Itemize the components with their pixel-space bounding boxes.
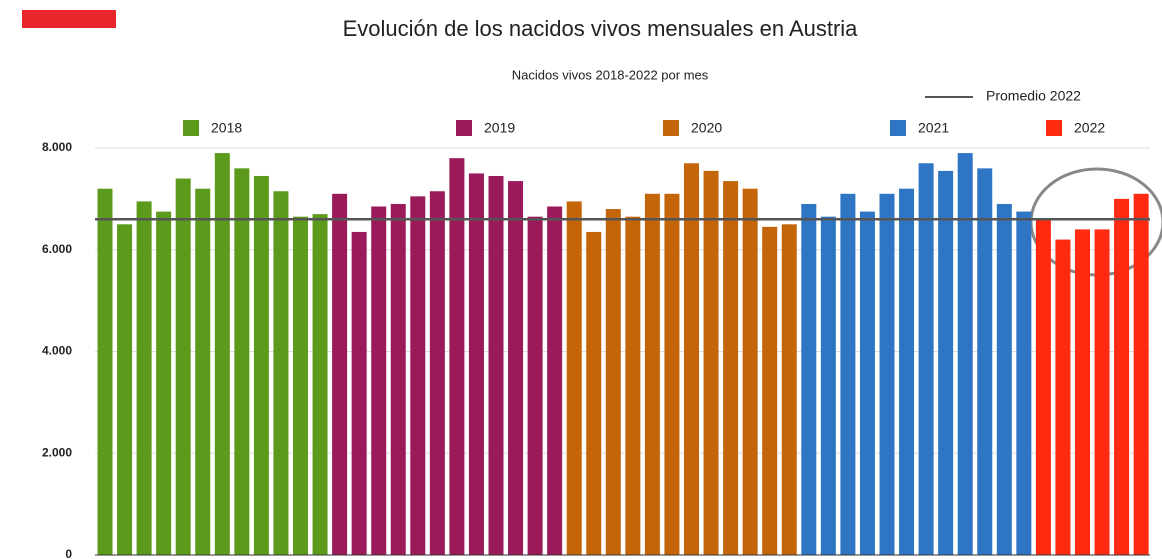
legend-label: 2022 <box>1074 120 1105 136</box>
chart-title: Evolución de los nacidos vivos mensuales… <box>343 16 859 41</box>
bar <box>97 188 113 555</box>
bar <box>273 191 289 555</box>
bar <box>664 193 680 555</box>
legend-swatch <box>1046 120 1062 136</box>
bar <box>820 216 836 555</box>
bar <box>508 181 524 555</box>
bar <box>195 188 211 555</box>
bar <box>429 191 445 555</box>
bar <box>117 224 133 555</box>
bar <box>742 188 758 555</box>
bar <box>527 216 543 555</box>
bar <box>859 211 875 555</box>
bar <box>468 173 484 555</box>
y-tick-label: 0 <box>65 547 72 559</box>
bar <box>684 163 699 555</box>
bar <box>781 224 797 555</box>
bar <box>547 206 563 555</box>
bar <box>390 203 406 555</box>
legend-swatch <box>456 120 472 136</box>
bar <box>605 209 621 556</box>
bar <box>1133 193 1149 555</box>
bar <box>234 168 250 555</box>
bar <box>1035 219 1051 555</box>
bar <box>293 216 308 555</box>
logo <box>22 10 116 28</box>
bar <box>938 170 954 556</box>
bar <box>996 203 1012 555</box>
bar <box>253 175 269 555</box>
legend-label: 2021 <box>918 120 949 136</box>
bar <box>449 158 465 556</box>
legend-swatch <box>663 120 679 136</box>
bar <box>332 193 348 555</box>
bar <box>801 203 817 555</box>
bar <box>410 196 426 556</box>
bar <box>371 206 387 555</box>
bar <box>879 193 895 555</box>
bar <box>1114 198 1130 555</box>
legend-swatch <box>890 120 906 136</box>
bar <box>762 226 778 555</box>
bar <box>625 216 641 555</box>
bar <box>1055 239 1071 555</box>
bar <box>312 214 328 555</box>
bar <box>586 231 602 555</box>
y-tick-label: 4.000 <box>42 344 72 358</box>
bar <box>136 201 152 555</box>
y-tick-label: 2.000 <box>42 445 72 459</box>
bar <box>644 193 660 555</box>
bar <box>488 175 504 555</box>
bar <box>977 168 993 555</box>
bar <box>1016 211 1032 555</box>
legend-label: 2019 <box>484 120 515 136</box>
legend-swatch <box>183 120 199 136</box>
bar <box>566 201 582 555</box>
bar <box>156 211 172 555</box>
bar <box>957 153 973 555</box>
chart-subtitle: Nacidos vivos 2018-2022 por mes <box>512 67 709 82</box>
bar <box>899 188 915 555</box>
legend-label: 2020 <box>691 120 722 136</box>
y-tick-label: 6.000 <box>42 242 72 256</box>
bar <box>214 153 230 555</box>
legend-label: 2018 <box>211 120 242 136</box>
bar <box>351 231 367 555</box>
bar <box>918 163 934 555</box>
bar <box>840 193 856 555</box>
bar <box>703 170 719 556</box>
bar <box>1094 229 1110 555</box>
y-tick-label: 8.000 <box>42 140 72 154</box>
bar <box>723 181 739 555</box>
legend-average-label: Promedio 2022 <box>986 88 1081 104</box>
bar <box>1075 229 1090 555</box>
bar <box>175 178 191 555</box>
